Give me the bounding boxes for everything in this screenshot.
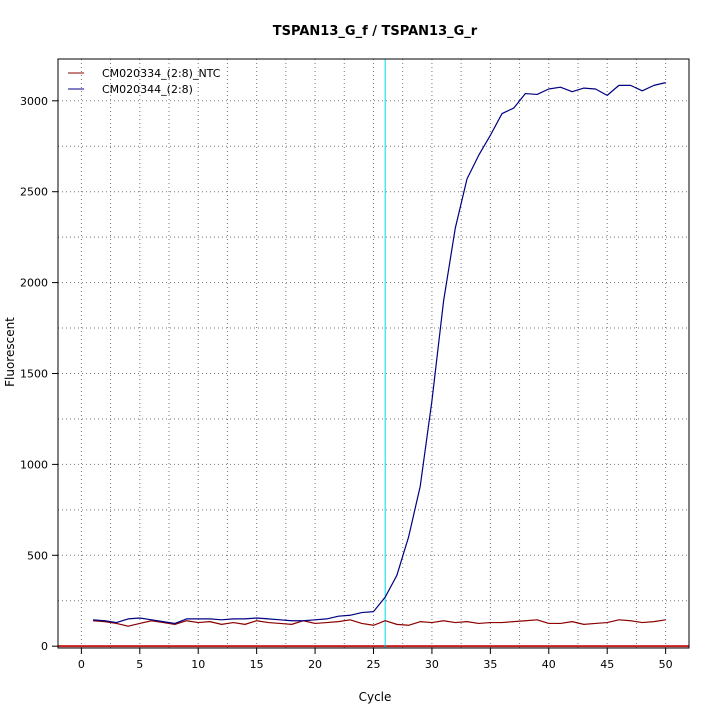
series-line-ntc: [93, 619, 666, 627]
x-tick-label: 35: [483, 658, 497, 671]
y-tick-label: 3000: [20, 95, 48, 108]
plot-frame: [57, 58, 690, 649]
y-axis-label: Fluorescent: [3, 317, 17, 387]
x-tick-label: 45: [600, 658, 614, 671]
y-tick-label: 0: [41, 640, 48, 653]
y-tick-label: 1500: [20, 367, 48, 380]
x-tick-label: 15: [250, 658, 264, 671]
x-tick-label: 20: [308, 658, 322, 671]
legend-label-ntc: CM020334_(2:8)_NTC: [102, 67, 221, 80]
x-tick-label: 40: [542, 658, 556, 671]
series-line-sample: [93, 82, 666, 625]
axis-layer: 0 5 10 15 20 25 30 35 40 45 5005001000150020002500…: [20, 95, 673, 671]
x-tick-label: 30: [425, 658, 439, 671]
grid-layer: [58, 59, 689, 648]
x-tick-label: 5: [136, 658, 143, 671]
x-tick-label: 50: [659, 658, 673, 671]
x-tick-label: 10: [191, 658, 205, 671]
x-tick-label: 25: [367, 658, 381, 671]
x-axis-label: Cycle: [359, 690, 392, 704]
chart-title: TSPAN13_G_f / TSPAN13_G_r: [273, 24, 478, 39]
y-tick-label: 1000: [20, 458, 48, 471]
x-tick-label: 0: [78, 658, 85, 671]
y-tick-label: 2500: [20, 186, 48, 199]
y-tick-label: 500: [27, 549, 48, 562]
marks-layer: [58, 59, 689, 648]
legend: CM020334_(2:8)_NTC CM020344_(2:8): [68, 67, 221, 96]
y-tick-label: 2000: [20, 277, 48, 290]
legend-label-sample: CM020344_(2:8): [102, 83, 193, 96]
